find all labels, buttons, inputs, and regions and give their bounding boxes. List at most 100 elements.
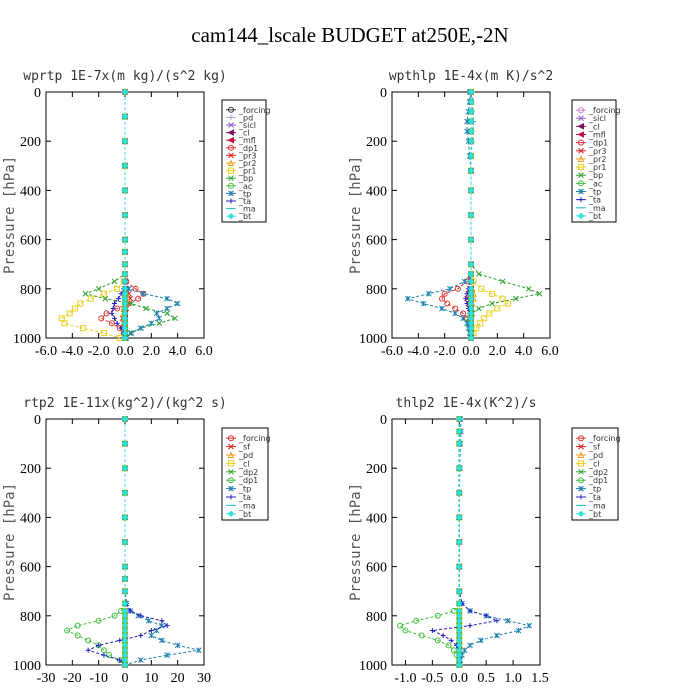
- data-point: [164, 310, 170, 317]
- data-point: [164, 623, 170, 629]
- data-point: [100, 330, 107, 337]
- legend-label: _cl: [238, 459, 250, 468]
- data-point: [464, 320, 470, 327]
- data-point: [174, 300, 181, 307]
- data-point: [483, 613, 489, 619]
- legend-label: _bt: [238, 510, 251, 519]
- data-point: [145, 617, 152, 624]
- legend-marker: [228, 106, 234, 113]
- legend-marker: [577, 510, 585, 518]
- x-tick-label: -10: [89, 671, 108, 686]
- data-point: [418, 632, 425, 639]
- legend-marker: [228, 152, 234, 159]
- data-point: [121, 334, 129, 342]
- data-point: [121, 514, 129, 521]
- data-point: [467, 98, 475, 106]
- data-point: [140, 290, 147, 297]
- x-tick-label: 1.5: [531, 671, 549, 686]
- data-point: [456, 464, 463, 472]
- y-tick-label: 1000: [359, 332, 387, 347]
- legend-marker: [228, 114, 234, 120]
- legend-label: _pd: [588, 451, 603, 460]
- legend-marker: [578, 107, 584, 114]
- data-point: [74, 622, 81, 629]
- legend-label: _sicl: [238, 121, 256, 130]
- data-point: [137, 325, 144, 332]
- panel-4: thlp2 1E-4x(K^2)/s Pressure [hPa] 0 200 400 6…: [348, 396, 621, 686]
- data-point: [456, 514, 463, 521]
- legend-label: _bt: [238, 212, 251, 221]
- x-tick-label: 30: [197, 671, 211, 686]
- legend-label: _pr2: [238, 159, 256, 168]
- data-point: [148, 632, 155, 639]
- data-point: [121, 88, 129, 96]
- data-point: [447, 285, 453, 292]
- legend-label: _ta: [588, 196, 601, 205]
- data-point: [110, 305, 116, 311]
- data-point: [489, 290, 496, 297]
- legend-marker: [227, 136, 234, 144]
- data-point: [111, 301, 117, 307]
- data-point: [164, 652, 170, 659]
- data-point: [108, 320, 115, 327]
- panel-2: wpthlp 1E-4x(m K)/s^2 Pressure [hPa] 0 200 4…: [348, 69, 621, 359]
- legend-marker: [228, 190, 234, 197]
- data-point: [138, 613, 144, 619]
- legend-box: [221, 427, 269, 521]
- data-point: [138, 632, 144, 638]
- data-point: [456, 415, 463, 423]
- data-point: [85, 637, 92, 644]
- data-point: [96, 642, 102, 648]
- x-tick-label: -30: [37, 671, 56, 686]
- data-point: [504, 300, 511, 307]
- data-point: [439, 295, 446, 302]
- data-point: [156, 320, 163, 327]
- y-tick-label: 800: [366, 283, 387, 298]
- legend-marker: [578, 115, 584, 122]
- y-tick-label: 1000: [359, 659, 387, 674]
- legend-marker: [577, 451, 585, 458]
- data-point: [450, 647, 457, 654]
- data-point: [467, 88, 475, 96]
- data-point: [148, 320, 155, 327]
- legend-marker: [577, 212, 585, 220]
- data-point: [74, 632, 81, 639]
- legend-label: _pr2: [588, 155, 606, 164]
- legend-label: _cl: [238, 129, 250, 138]
- data-point: [461, 647, 468, 654]
- data-point: [85, 647, 91, 653]
- data-point: [456, 587, 463, 595]
- legend-label: _tp: [238, 485, 251, 494]
- x-tick-label: 0.5: [477, 671, 495, 686]
- y-tick-label: 600: [366, 234, 387, 249]
- data-point: [95, 617, 102, 624]
- y-axis-label: Pressure [hPa]: [2, 156, 18, 274]
- data-point: [420, 300, 427, 307]
- data-point: [456, 661, 463, 669]
- data-point: [143, 305, 149, 312]
- data-point: [121, 440, 129, 447]
- legend-marker: [227, 510, 235, 518]
- data-point: [121, 187, 129, 194]
- legend-label: _forcing: [238, 434, 271, 443]
- legend-marker: [578, 147, 584, 154]
- data-point: [172, 315, 178, 322]
- data-point: [121, 538, 129, 546]
- legend: _forcing_sicl_cl_mfl_dp1_pr3_pr2_pr1_bp_…: [571, 99, 621, 223]
- data-point: [121, 260, 129, 268]
- x-tick-label: 6.0: [195, 344, 213, 359]
- data-point: [111, 315, 117, 321]
- legend-marker: [228, 122, 234, 128]
- legend-label: _ma: [238, 205, 256, 214]
- data-point: [439, 305, 445, 312]
- legend-marker: [228, 477, 234, 484]
- data-point: [103, 310, 110, 317]
- data-point: [77, 300, 84, 307]
- data-point: [397, 622, 404, 629]
- data-point: [440, 632, 446, 638]
- data-point: [476, 305, 482, 312]
- legend-label: _ma: [238, 501, 256, 510]
- legend-marker: [228, 460, 234, 467]
- legend: _forcing_pd_sicl_cl_mfl_dp1_pr3_pr2_pr1_…: [221, 99, 271, 223]
